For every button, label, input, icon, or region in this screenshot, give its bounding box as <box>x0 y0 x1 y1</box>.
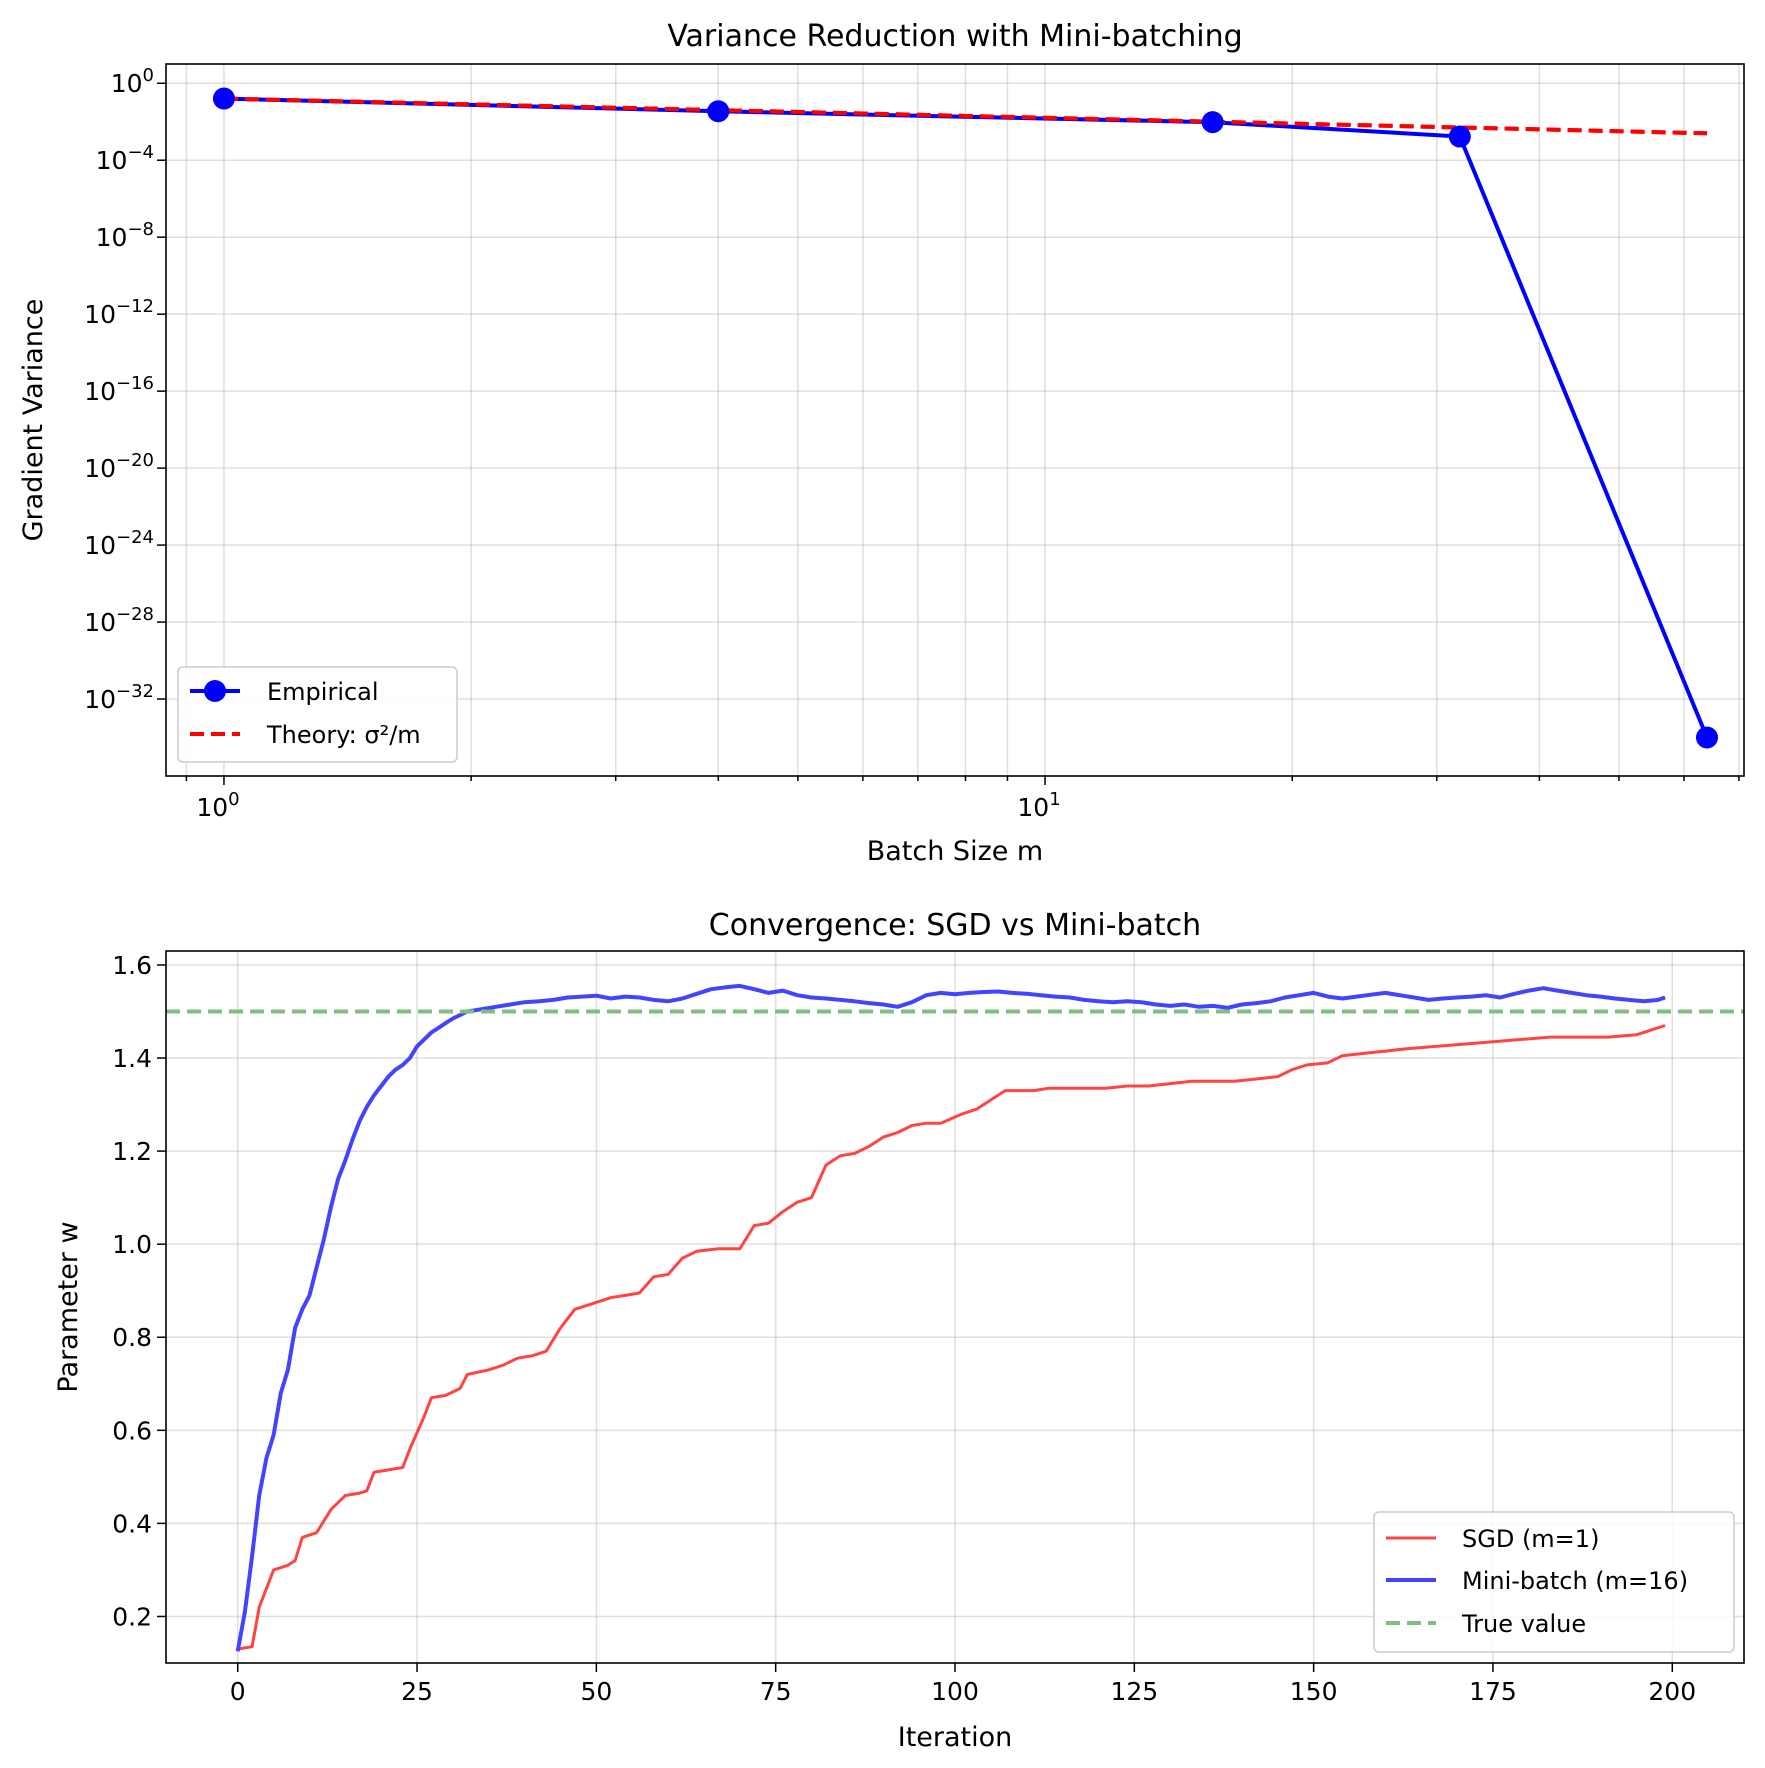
y-tick-label: 10−32 <box>84 681 154 714</box>
x-tick-label: 50 <box>580 1677 612 1706</box>
y-tick-label: 10−4 <box>96 142 154 175</box>
legend-label-sgd: SGD (m=1) <box>1462 1525 1599 1553</box>
y-axis-label: Gradient Variance <box>18 299 49 542</box>
y-tick-label: 1.4 <box>112 1044 152 1073</box>
y-axis-label: Parameter w <box>53 1221 84 1392</box>
data-point-empirical <box>1695 726 1718 749</box>
x-tick-label: 150 <box>1290 1677 1338 1706</box>
series-line-minibatch <box>235 983 1666 1652</box>
x-axis-label: Batch Size m <box>867 836 1044 867</box>
legend: SGD (m=1) Mini-batch (m=16) True value <box>1373 1511 1735 1653</box>
x-tick-label: 200 <box>1648 1677 1696 1706</box>
y-tick-label: 10−24 <box>84 527 154 560</box>
chart-title: Convergence: SGD vs Mini-batch <box>709 908 1201 943</box>
y-tick-label: 10−8 <box>96 219 154 252</box>
y-tick-label: 10−16 <box>84 373 154 406</box>
x-tick-label: 175 <box>1469 1677 1517 1706</box>
y-tick-label: 10−20 <box>84 450 154 483</box>
legend-label-theory: Theory: σ²/m <box>266 721 421 749</box>
plot-frame <box>165 63 1745 777</box>
chart-title: Variance Reduction with Mini-batching <box>667 19 1242 54</box>
y-tick-label: 1.2 <box>112 1137 152 1166</box>
x-tick-label: 0 <box>230 1677 246 1706</box>
legend: Empirical Theory: σ²/m <box>177 666 458 763</box>
y-tick-label: 100 <box>111 65 154 98</box>
legend-label-minibatch: Mini-batch (m=16) <box>1462 1567 1688 1595</box>
convergence-chart: Convergence: SGD vs Mini-batch 0 25 50 75 10… <box>53 908 1745 1753</box>
variance-chart: Variance Reduction with Mini-batching 10… <box>18 19 1745 867</box>
y-tick-label: 0.6 <box>112 1416 152 1445</box>
x-tick-label: 100 <box>196 789 239 822</box>
y-tick-label: 0.8 <box>112 1323 152 1352</box>
y-tick-label: 1.6 <box>112 951 152 980</box>
x-tick-label: 125 <box>1110 1677 1158 1706</box>
y-tick-label: 0.4 <box>112 1509 152 1538</box>
x-tick-label: 100 <box>931 1677 979 1706</box>
ticks: 0 25 50 75 100 125 150 175 200 0.2 0.4 0.6 0.8 1.0 1.2… <box>112 951 1696 1706</box>
series-layer <box>212 87 1718 749</box>
series-line-sgd <box>237 1024 1666 1651</box>
legend-box <box>1373 1511 1735 1653</box>
data-point-empirical <box>212 87 235 110</box>
legend-box <box>177 666 458 763</box>
y-tick-label: 0.2 <box>112 1602 152 1631</box>
x-tick-label: 75 <box>760 1677 792 1706</box>
y-tick-label: 10−28 <box>84 604 154 637</box>
y-tick-label: 1.0 <box>112 1230 152 1259</box>
x-axis-label: Iteration <box>898 1722 1013 1753</box>
data-point-empirical <box>1201 111 1224 134</box>
x-tick-label: 25 <box>401 1677 433 1706</box>
data-point-empirical <box>1448 125 1471 148</box>
legend-label-true-value: True value <box>1461 1610 1586 1638</box>
series-layer <box>166 983 1744 1652</box>
y-tick-label: 10−12 <box>84 296 154 329</box>
ticks: 100 101 100 10−4 10−8 10−12 10−16 10−20 10−24 10−… <box>84 65 1740 822</box>
data-point-empirical <box>707 100 730 123</box>
grid <box>166 64 1744 776</box>
legend-label-empirical: Empirical <box>267 678 379 706</box>
legend-marker-empirical <box>204 680 226 702</box>
x-tick-label: 101 <box>1017 789 1060 822</box>
